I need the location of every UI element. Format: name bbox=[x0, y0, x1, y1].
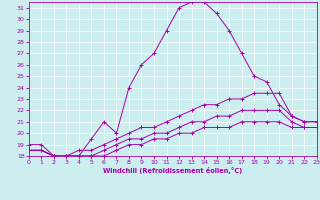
X-axis label: Windchill (Refroidissement éolien,°C): Windchill (Refroidissement éolien,°C) bbox=[103, 167, 243, 174]
